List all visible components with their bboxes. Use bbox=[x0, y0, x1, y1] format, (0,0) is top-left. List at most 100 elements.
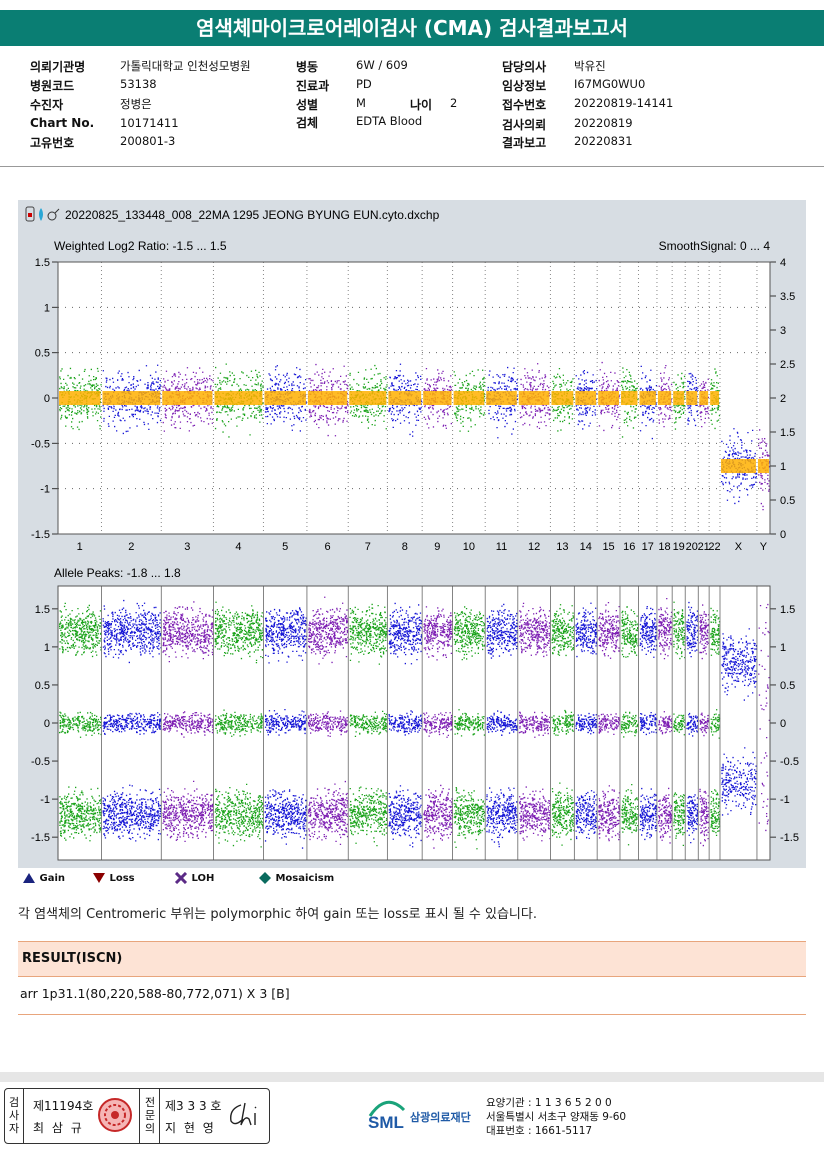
value-department: PD bbox=[356, 77, 372, 91]
centromere-note: 각 염색체의 Centromeric 부위는 polymorphic 하여 ga… bbox=[18, 907, 537, 922]
chip-dot-icon bbox=[28, 213, 32, 217]
value-report-date: 20220831 bbox=[574, 134, 633, 148]
value-chart-no: 10171411 bbox=[120, 116, 179, 130]
value-specimen: EDTA Blood bbox=[356, 114, 423, 128]
chromosome-21-bottom bbox=[699, 586, 710, 860]
chromosome-label: 2 bbox=[128, 541, 134, 553]
patient-info: 의뢰기관명 가톨릭대학교 인천성모병원 병원코드 53138 수진자 정병은 C… bbox=[0, 54, 824, 167]
legend-loh-label: LOH bbox=[191, 873, 215, 884]
chromosome-22-bottom bbox=[710, 586, 721, 860]
smooth-signal-band bbox=[486, 391, 517, 405]
value-patient: 정병은 bbox=[120, 97, 152, 111]
org-phone: 대표번호 : 1661-5117 bbox=[486, 1125, 593, 1137]
top-y2tick-label: 2 bbox=[780, 393, 786, 405]
top-ytick-label: -0.5 bbox=[31, 438, 50, 450]
smooth-signal-band bbox=[214, 391, 263, 405]
chromosome-label: X bbox=[735, 541, 743, 553]
smooth-signal-band bbox=[349, 391, 387, 405]
allele-points bbox=[453, 606, 486, 850]
chromosome-14-bottom bbox=[575, 586, 598, 860]
chromosome-22-top bbox=[710, 262, 721, 534]
allele-points bbox=[575, 602, 598, 840]
probe-points bbox=[349, 364, 388, 430]
chromosome-label: 7 bbox=[365, 541, 371, 553]
top-ytick-label: 0 bbox=[44, 393, 50, 405]
bottom-y2tick-label: 0 bbox=[780, 718, 786, 730]
male-symbol-icon bbox=[47, 211, 57, 221]
probe-points bbox=[264, 365, 307, 432]
smooth-signal-band bbox=[518, 391, 550, 405]
chromosome-11-top bbox=[486, 262, 519, 534]
smooth-signal-band bbox=[673, 391, 685, 405]
allele-points bbox=[639, 606, 658, 841]
bottom-y2tick-label: -1.5 bbox=[780, 832, 799, 844]
value-age: 2 bbox=[450, 96, 458, 110]
chromosome-label: 14 bbox=[580, 541, 592, 553]
specialist-vertical-label: 전문의 bbox=[144, 1096, 156, 1135]
bottom-ytick-label: 0.5 bbox=[35, 680, 50, 692]
legend-gain-label: Gain bbox=[39, 873, 65, 884]
org-code: 요양기관 : 1 1 3 6 5 2 0 0 bbox=[486, 1097, 612, 1109]
allele-points bbox=[214, 601, 264, 848]
chromosome-10-bottom bbox=[453, 586, 486, 860]
label-unique-no: 고유번호 bbox=[30, 136, 75, 150]
chromosome-5-top bbox=[264, 262, 308, 534]
top-ytick-label: 0.5 bbox=[35, 348, 50, 360]
chromosome-X-top bbox=[720, 262, 758, 534]
allele-points bbox=[423, 606, 453, 849]
allele-points bbox=[388, 602, 423, 848]
smooth-signal-band bbox=[710, 391, 719, 405]
chromosome-label: 4 bbox=[235, 541, 241, 553]
chromosome-16-top bbox=[620, 262, 639, 534]
chromosome-15-bottom bbox=[598, 586, 621, 860]
bottom-y2tick-label: -0.5 bbox=[780, 756, 799, 768]
top-y2tick-label: 3 bbox=[780, 325, 786, 337]
chromosome-2-top bbox=[102, 262, 162, 534]
chromosome-15-top bbox=[598, 262, 621, 534]
chip-icon bbox=[25, 206, 35, 222]
value-receipt-no: 20220819-14141 bbox=[574, 96, 674, 110]
chromosome-17-top bbox=[639, 262, 658, 534]
bottom-y2tick-label: 1.5 bbox=[780, 604, 795, 616]
top-ytick-label: 1.5 bbox=[35, 257, 50, 269]
legend-loss-label: Loss bbox=[109, 873, 135, 884]
chromosome-label: 21 bbox=[698, 541, 710, 553]
chromosome-label: Y bbox=[760, 541, 768, 553]
smooth-signal-band bbox=[699, 391, 709, 405]
smooth-signal-band bbox=[757, 459, 769, 473]
allele-points bbox=[673, 601, 686, 846]
chromosome-12-top bbox=[518, 262, 551, 534]
chromosome-label: 11 bbox=[496, 541, 507, 553]
label-doctor: 담당의사 bbox=[502, 60, 547, 74]
top-y2tick-label: 2.5 bbox=[780, 359, 795, 371]
top-y2tick-label: 4 bbox=[780, 257, 786, 269]
chromosome-label: 5 bbox=[282, 541, 288, 553]
top-ytick-label: -1.5 bbox=[31, 529, 50, 541]
allele-points bbox=[551, 604, 575, 846]
label-specimen: 검체 bbox=[296, 116, 319, 130]
probe-points bbox=[621, 367, 639, 438]
chromosome-8-bottom bbox=[388, 586, 423, 860]
value-request-date: 20220819 bbox=[574, 116, 633, 130]
chromosome-label: 1 bbox=[77, 541, 83, 553]
top-chart-right-title: SmoothSignal: 0 ... 4 bbox=[659, 239, 771, 253]
examiner-name: 최 삼 규 bbox=[33, 1121, 84, 1135]
footer-divider bbox=[0, 1072, 824, 1082]
top-y2tick-label: 0 bbox=[780, 529, 786, 541]
chromosome-label: 16 bbox=[623, 541, 635, 553]
specialist-signature-icon bbox=[230, 1102, 257, 1126]
allele-points bbox=[699, 604, 710, 847]
chromosome-label: 3 bbox=[184, 541, 190, 553]
chromosome-7-top bbox=[349, 262, 388, 534]
triangle-down-icon bbox=[93, 873, 105, 883]
x-mark-icon bbox=[174, 871, 188, 885]
chromosome-1-bottom bbox=[59, 586, 102, 860]
label-clinical-info: 임상정보 bbox=[502, 79, 547, 93]
sml-logo-text: SML bbox=[368, 1113, 404, 1132]
bottom-chart-title: Allele Peaks: -1.8 ... 1.8 bbox=[54, 566, 181, 580]
chromosome-4-top bbox=[214, 262, 264, 534]
org-address: 서울특별시 서초구 양재동 9-60 bbox=[486, 1111, 627, 1123]
value-doctor: 박유진 bbox=[574, 59, 606, 73]
smooth-signal-band bbox=[453, 391, 485, 405]
chromosome-9-top bbox=[423, 262, 454, 534]
